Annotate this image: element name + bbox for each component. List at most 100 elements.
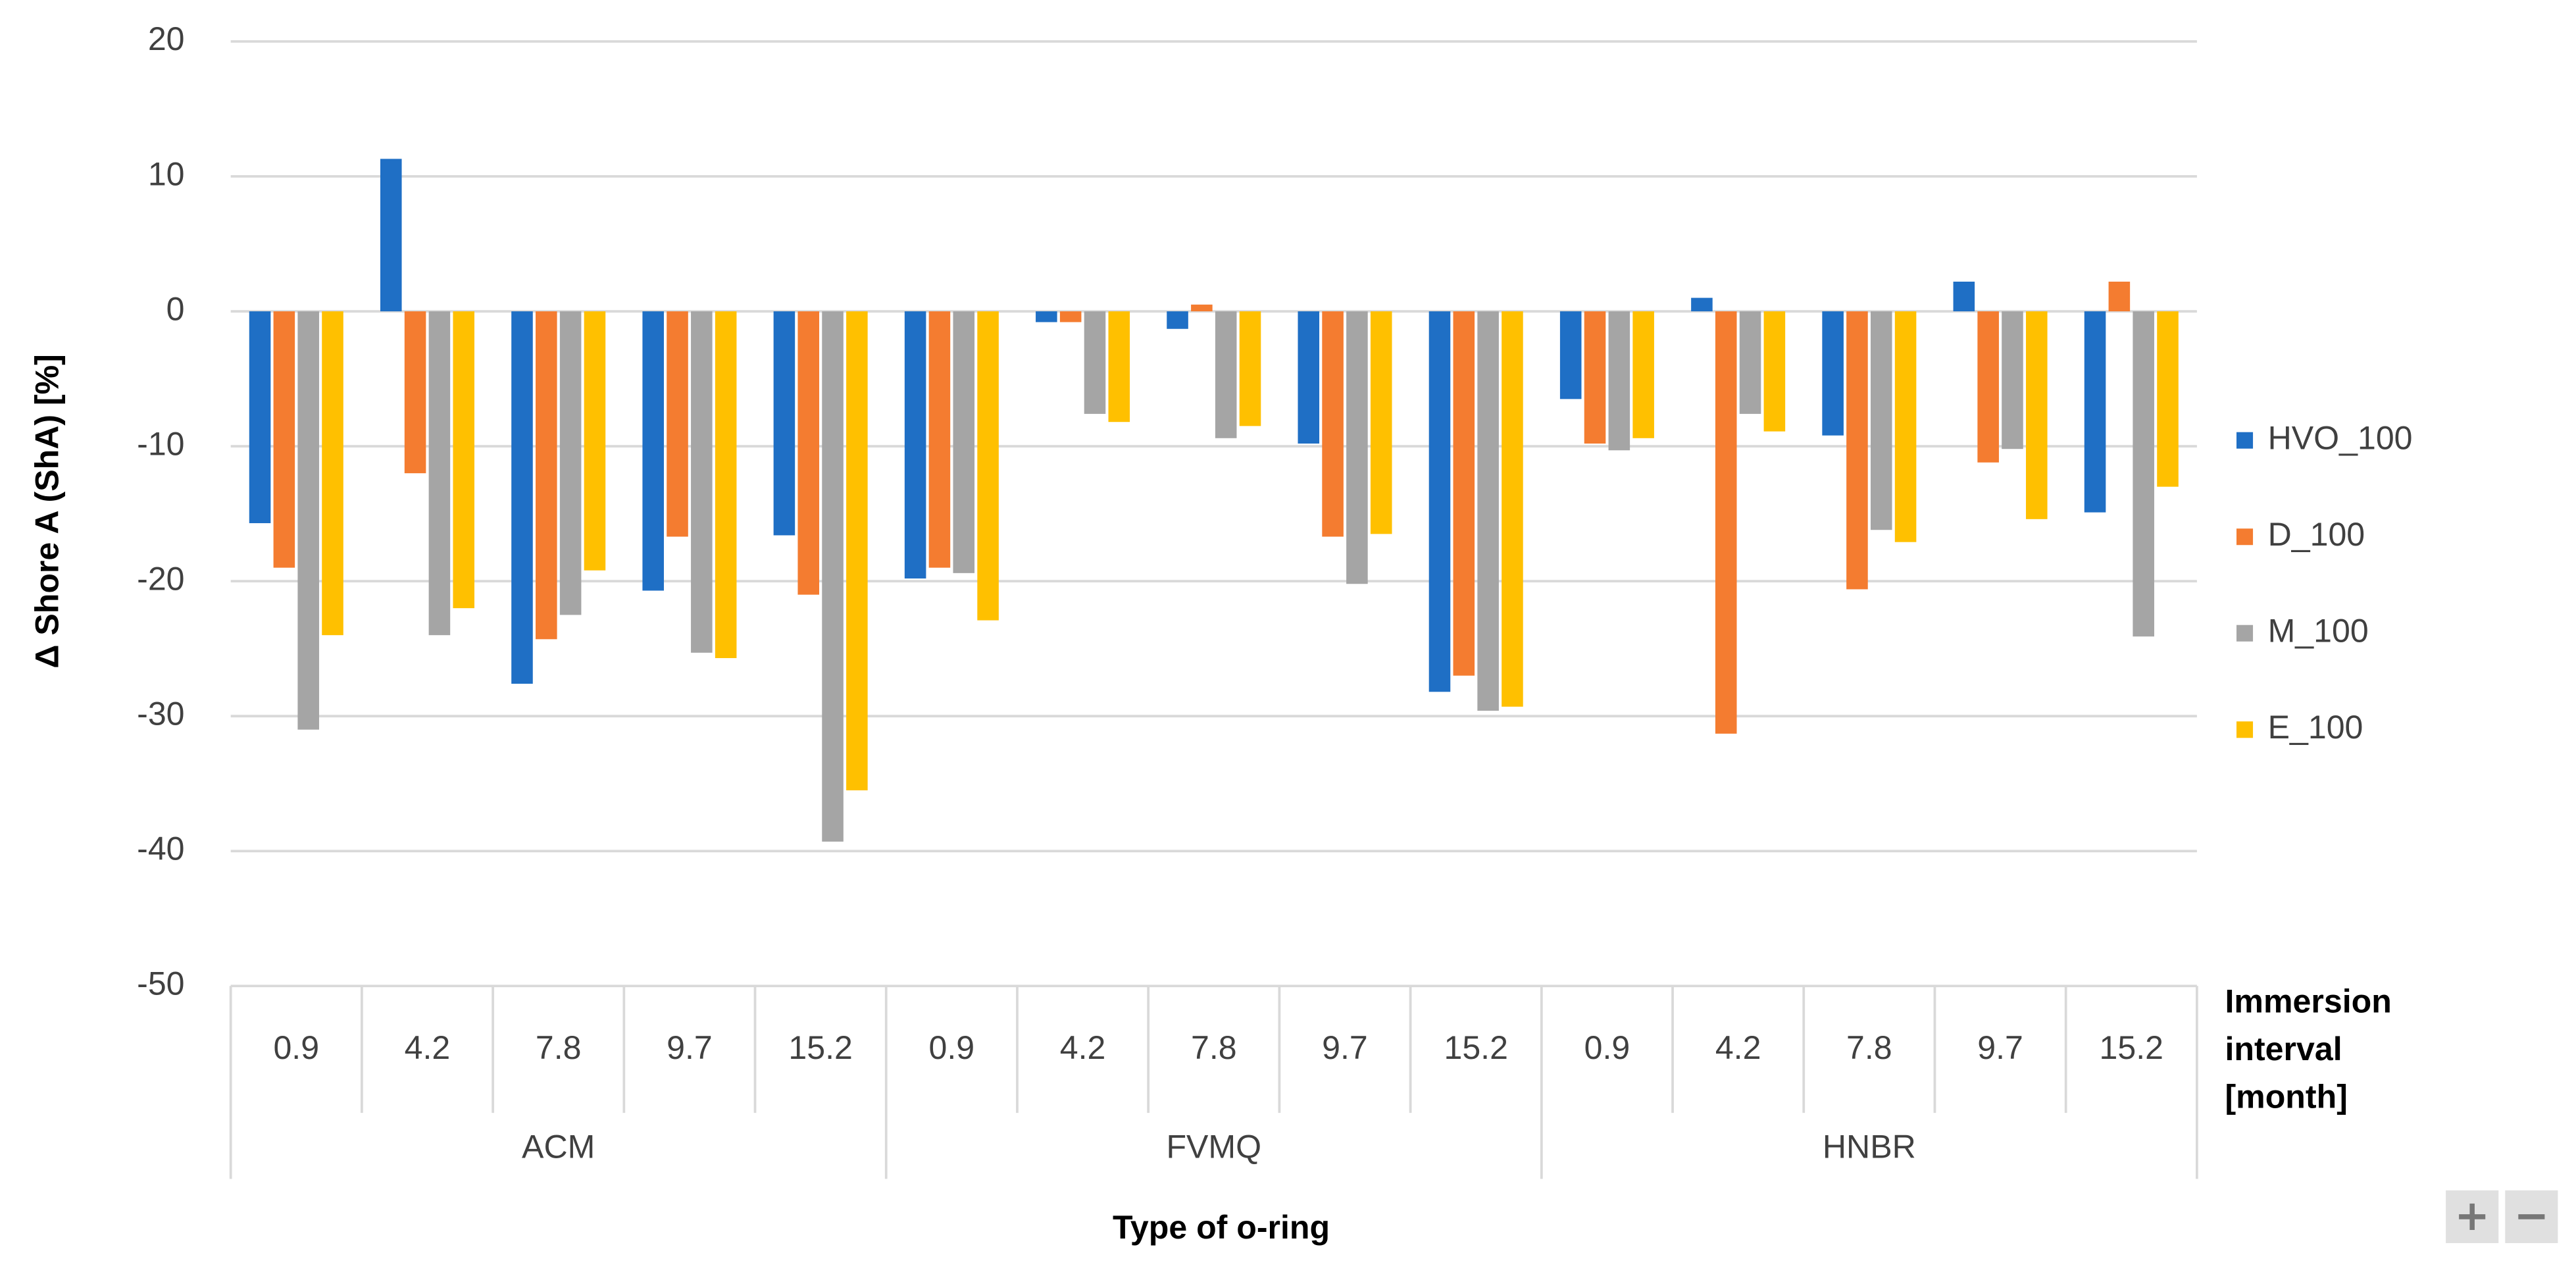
legend-label: M_100 <box>2268 612 2369 649</box>
group-label: FVMQ <box>1166 1128 1261 1165</box>
y-tick-label: 10 <box>148 155 185 192</box>
bar <box>1084 311 1106 414</box>
group-label: HNBR <box>1823 1128 1916 1165</box>
bar <box>1894 311 1917 542</box>
x-axis-title: Type of o-ring <box>1113 1209 1330 1246</box>
bar <box>511 311 533 684</box>
bar <box>2002 311 2023 449</box>
x-tick-label: 4.2 <box>1060 1029 1106 1066</box>
bar <box>1502 311 1523 707</box>
x-tick-label: 4.2 <box>405 1029 451 1066</box>
bar <box>1584 311 1606 444</box>
x-tick-label: 0.9 <box>273 1029 319 1066</box>
x-tick-label: 7.8 <box>1846 1029 1892 1066</box>
x-tick-label: 15.2 <box>2100 1029 2163 1066</box>
bar <box>273 311 295 568</box>
legend-label: D_100 <box>2268 516 2365 553</box>
bar <box>1608 311 1630 451</box>
bar <box>2084 311 2106 513</box>
bar <box>1953 281 1975 312</box>
category-axis-label: Immersion interval [month] <box>2225 984 2392 1117</box>
y-tick-label: 0 <box>166 290 185 327</box>
bar <box>642 311 664 591</box>
x-tick-label: 9.7 <box>1977 1029 2023 1066</box>
bar <box>1191 304 1213 312</box>
bar <box>1322 311 1344 537</box>
bar <box>2157 311 2179 487</box>
bar <box>904 311 926 579</box>
bar <box>1239 311 1261 426</box>
bar <box>1715 311 1737 734</box>
bar <box>536 311 557 640</box>
bar <box>1428 311 1451 692</box>
bar <box>846 311 868 790</box>
bar <box>380 159 402 312</box>
bar <box>715 311 737 659</box>
bar <box>1298 311 1320 444</box>
bar <box>1059 311 1082 322</box>
bar <box>428 311 451 636</box>
bar <box>953 311 975 573</box>
zoom-in-button[interactable] <box>2446 1190 2499 1244</box>
bar <box>322 311 343 636</box>
bar <box>1036 311 1057 322</box>
bar <box>928 311 951 568</box>
bar <box>1215 311 1237 438</box>
legend-label: HVO_100 <box>2268 419 2413 456</box>
bar <box>1632 311 1654 438</box>
bar <box>1167 311 1188 329</box>
category-axis-note: Immersion interval [month] <box>2225 984 2392 1117</box>
bar <box>584 311 606 571</box>
bar <box>1822 311 1844 436</box>
y-tick-label: -40 <box>137 830 184 867</box>
legend-swatch <box>2236 432 2254 449</box>
y-tick-label: -50 <box>137 965 184 1002</box>
y-tick-label: -30 <box>137 695 184 732</box>
x-tick-label: 15.2 <box>788 1029 852 1066</box>
bar <box>977 311 999 621</box>
group-label: ACM <box>522 1128 595 1165</box>
bar <box>249 311 271 523</box>
bar <box>1108 311 1130 422</box>
bar <box>453 311 475 609</box>
y-tick-label: -10 <box>137 425 184 462</box>
bar <box>773 311 796 536</box>
y-tick-label: -20 <box>137 560 184 597</box>
legend-label: E_100 <box>2268 709 2363 746</box>
x-tick-label: 0.9 <box>929 1029 975 1066</box>
zoom-controls <box>2446 1190 2558 1244</box>
bar <box>1870 311 1892 530</box>
bar <box>559 311 582 615</box>
x-tick-label: 9.7 <box>1322 1029 1368 1066</box>
bar <box>1846 311 1868 590</box>
bar <box>1370 311 1392 534</box>
bar <box>667 311 688 537</box>
x-tick-label: 7.8 <box>536 1029 582 1066</box>
bar <box>1739 311 1761 414</box>
bar <box>1477 311 1499 711</box>
x-tick-label: 9.7 <box>667 1029 713 1066</box>
bar <box>1346 311 1368 584</box>
bar <box>1691 297 1713 312</box>
bar <box>691 311 713 653</box>
bar <box>2108 281 2131 312</box>
bar <box>1977 311 1999 463</box>
bar <box>1763 311 1786 432</box>
legend-swatch <box>2236 721 2254 738</box>
plus-icon <box>2459 1203 2486 1230</box>
bar <box>2026 311 2048 519</box>
bar <box>822 311 844 842</box>
bar <box>404 311 426 474</box>
x-tick-label: 4.2 <box>1715 1029 1761 1066</box>
bar <box>1453 311 1475 676</box>
x-tick-label: 7.8 <box>1191 1029 1237 1066</box>
x-tick-label: 0.9 <box>1584 1029 1630 1066</box>
bar <box>2133 311 2154 637</box>
bar <box>797 311 820 595</box>
zoom-out-button[interactable] <box>2505 1190 2558 1244</box>
bar <box>1559 311 1582 399</box>
y-tick-label: 20 <box>148 20 185 57</box>
x-tick-label: 15.2 <box>1444 1029 1507 1066</box>
